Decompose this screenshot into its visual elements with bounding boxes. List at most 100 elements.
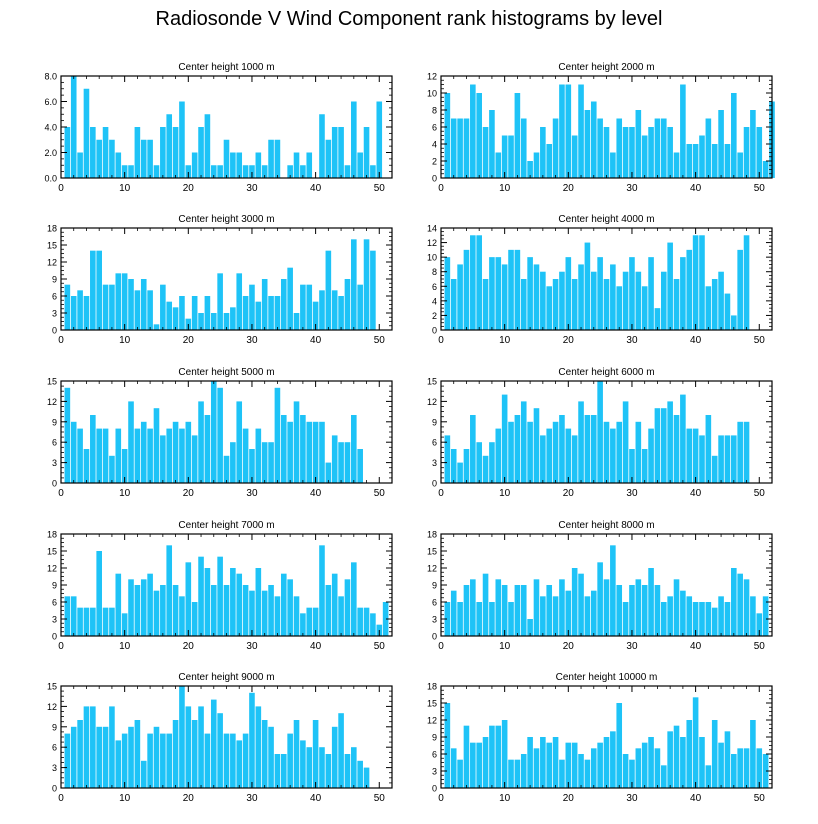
histogram-bar: [686, 596, 693, 636]
histogram-bar: [635, 579, 642, 636]
x-tick-label: 0: [58, 335, 64, 346]
histogram-bar: [648, 428, 654, 483]
histogram-bar: [280, 415, 287, 483]
histogram-bar: [565, 590, 572, 636]
histogram-bar: [444, 435, 451, 483]
histogram-bar: [319, 290, 325, 330]
histogram-bar: [508, 249, 514, 330]
x-tick-label: 10: [119, 641, 131, 652]
histogram-bar: [217, 273, 223, 330]
histogram-bar: [495, 152, 502, 178]
histogram-bar: [64, 387, 71, 483]
x-tick-label: 10: [119, 335, 131, 346]
x-tick-label: 10: [499, 793, 511, 804]
histogram-bar: [654, 408, 661, 483]
histogram-bar: [261, 590, 268, 636]
histogram-bar: [571, 435, 578, 483]
histogram-bar: [319, 545, 325, 636]
y-tick-label: 12: [47, 258, 57, 268]
x-tick-label: 50: [754, 183, 766, 194]
histogram-bar: [450, 279, 457, 330]
histogram-bar: [223, 733, 230, 788]
histogram-bar: [533, 408, 540, 483]
histogram-bar: [533, 579, 540, 636]
histogram-bar: [444, 257, 451, 330]
histogram-bar: [731, 315, 737, 330]
histogram-bar: [731, 568, 737, 636]
histogram-bar: [280, 279, 287, 330]
histogram-bar: [77, 720, 83, 788]
panel-8: Center height 9000 m 0 10 20 30 40 50 0 3 6 9 12 15: [47, 672, 393, 804]
histogram-bar: [718, 110, 724, 178]
histogram-bar: [629, 127, 635, 178]
histogram-bar: [578, 754, 584, 788]
histogram-bar: [357, 152, 363, 178]
x-tick-label: 30: [626, 335, 638, 346]
histogram-bar: [376, 101, 383, 178]
histogram-bar: [476, 602, 482, 636]
histogram-bar: [514, 93, 521, 178]
histogram-bar: [191, 720, 198, 788]
histogram-bar: [134, 720, 141, 788]
histogram-bar: [287, 267, 293, 330]
histogram-bar: [160, 435, 166, 483]
histogram-bar: [692, 144, 699, 178]
histogram-bar: [756, 613, 763, 636]
histogram-bar: [96, 428, 102, 483]
histogram-bar: [457, 462, 463, 483]
histogram-bar: [527, 737, 533, 788]
histogram-bar: [160, 733, 166, 788]
histogram-bar: [610, 264, 616, 330]
histogram-bar: [319, 421, 325, 483]
y-tick-label: 3: [52, 763, 57, 773]
histogram-bar: [705, 286, 712, 330]
histogram-bar: [629, 759, 635, 788]
y-tick-label: 0: [52, 479, 57, 489]
panel-2: Center height 3000 m 0 10 20 30 40 50 0 3 6 9 12 15 1…: [47, 214, 393, 346]
y-tick-label: 6.0: [44, 97, 57, 107]
histogram-bar: [724, 144, 731, 178]
x-tick-label: 10: [119, 488, 131, 499]
histogram-bar: [115, 740, 122, 788]
histogram-bar: [705, 415, 712, 483]
histogram-bar: [705, 602, 712, 636]
histogram-bar: [191, 152, 198, 178]
y-tick-label: 15: [47, 682, 57, 692]
histogram-bar: [610, 545, 616, 636]
histogram-bar: [64, 733, 71, 788]
histogram-bar: [325, 462, 332, 483]
y-tick-label: 15: [427, 547, 437, 557]
histogram-bar: [382, 602, 389, 636]
histogram-bar: [249, 449, 255, 483]
histogram-bar: [616, 118, 623, 178]
histogram-bar: [457, 759, 463, 788]
histogram-bar: [147, 733, 153, 788]
y-tick-label: 0: [432, 326, 437, 336]
histogram-bar: [692, 235, 699, 330]
histogram-bar: [501, 264, 508, 330]
histogram-bar: [705, 118, 712, 178]
histogram-bar: [660, 602, 667, 636]
y-tick-label: 9: [432, 581, 437, 591]
x-tick-label: 50: [374, 641, 386, 652]
y-tick-label: 2.0: [44, 148, 57, 158]
y-tick-label: 2: [432, 311, 437, 321]
histogram-bar: [482, 127, 489, 178]
histogram-bar: [331, 290, 338, 330]
histogram-bar: [102, 127, 109, 178]
figure-title: Radiosonde V Wind Component rank histogr…: [155, 8, 663, 30]
histogram-bar: [737, 249, 743, 330]
y-tick-label: 12: [427, 397, 437, 407]
histogram-bar: [357, 284, 363, 330]
histogram-bar: [750, 110, 756, 178]
histogram-bar: [357, 607, 363, 636]
x-tick-label: 40: [690, 793, 702, 804]
histogram-bar: [731, 435, 737, 483]
histogram-bar: [230, 307, 236, 330]
histogram-bar: [280, 754, 287, 788]
histogram-bar: [559, 84, 565, 178]
y-tick-label: 12: [427, 238, 437, 248]
histogram-bar: [255, 152, 262, 178]
histogram-bar: [109, 284, 115, 330]
